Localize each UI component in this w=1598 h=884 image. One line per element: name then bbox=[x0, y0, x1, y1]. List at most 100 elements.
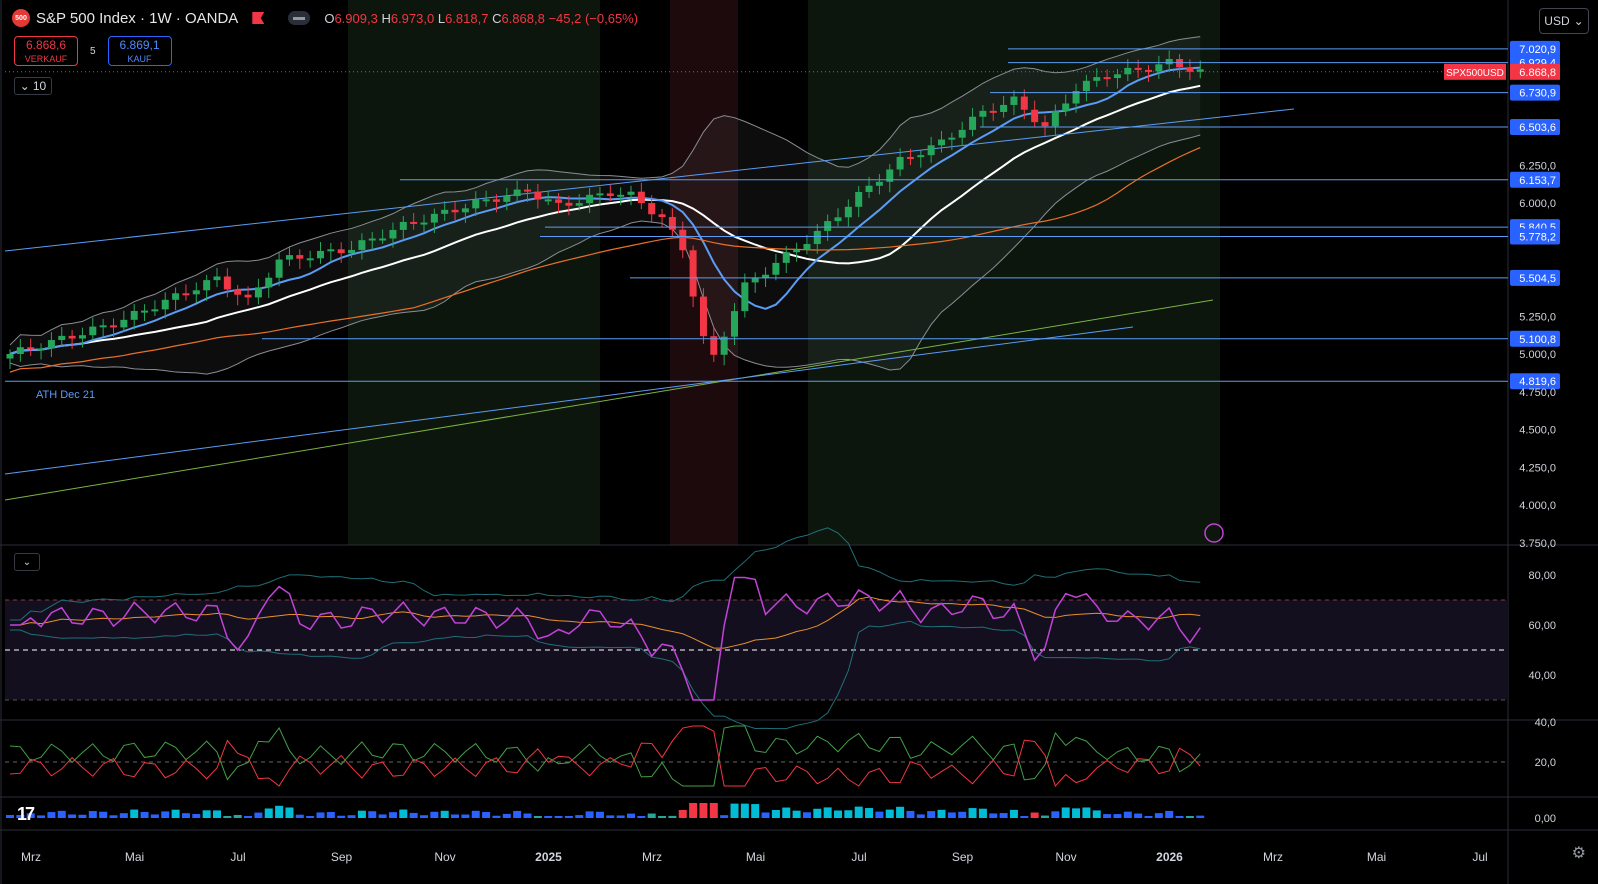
momentum-bar bbox=[927, 811, 936, 818]
candle-body bbox=[1113, 74, 1121, 79]
candle-body bbox=[306, 258, 314, 261]
price-axis-label: 6.000,0 bbox=[1519, 198, 1556, 210]
ema-fast-line bbox=[9, 66, 1201, 355]
sell-button[interactable]: 6.868,6 VERKAUF bbox=[14, 36, 78, 66]
candle-body bbox=[1031, 109, 1039, 123]
time-axis-label: Mai bbox=[746, 850, 765, 864]
candle-body bbox=[6, 354, 14, 359]
symbol-tag-text: SPX500USD bbox=[1446, 68, 1504, 79]
candle-body bbox=[348, 249, 356, 254]
rsi-line bbox=[10, 576, 1201, 701]
momentum-bar bbox=[513, 810, 522, 818]
momentum-bar bbox=[502, 813, 511, 818]
momentum-bar bbox=[1154, 813, 1163, 818]
time-axis-label: 2025 bbox=[535, 850, 562, 864]
momentum-bar bbox=[885, 809, 894, 818]
candle bbox=[141, 304, 149, 321]
rsi-axis-label: 60,00 bbox=[1528, 620, 1556, 632]
candle-body bbox=[575, 203, 583, 206]
candle-body bbox=[782, 252, 790, 263]
candle bbox=[1010, 90, 1018, 116]
candle-body bbox=[824, 221, 832, 231]
candle-body bbox=[47, 340, 55, 349]
candle bbox=[668, 208, 676, 237]
candle-body bbox=[58, 335, 66, 341]
momentum-bar bbox=[782, 807, 791, 818]
current-price-label: 6.868,8 bbox=[1519, 67, 1556, 79]
candle-body bbox=[461, 208, 469, 213]
currency-select[interactable]: USD ⌄ bbox=[1539, 8, 1589, 34]
candle bbox=[296, 249, 304, 270]
momentum-bar bbox=[896, 806, 905, 818]
momentum-bar bbox=[471, 810, 480, 818]
momentum-bar bbox=[130, 809, 139, 818]
momentum-bar bbox=[461, 814, 470, 818]
momentum-bar bbox=[109, 815, 118, 818]
candle-body bbox=[27, 347, 35, 350]
candle-body bbox=[223, 276, 231, 290]
gear-icon[interactable]: ⚙ bbox=[1571, 845, 1586, 862]
candle-body bbox=[1051, 111, 1059, 127]
momentum-bar bbox=[844, 810, 853, 818]
candle bbox=[492, 194, 500, 213]
price-level-tag bbox=[1510, 269, 1560, 286]
candle-body bbox=[151, 309, 159, 312]
candle bbox=[927, 136, 935, 163]
price-axis-label: 4.819,6 bbox=[1519, 376, 1556, 388]
momentum-bar bbox=[637, 816, 646, 818]
candle bbox=[689, 245, 697, 308]
candle bbox=[1020, 89, 1028, 120]
candle bbox=[451, 201, 459, 221]
momentum-bar bbox=[1185, 816, 1194, 818]
candle-body bbox=[285, 255, 293, 260]
candle bbox=[627, 185, 635, 206]
momentum-bar bbox=[264, 808, 273, 818]
candle-body bbox=[596, 193, 604, 196]
flag-icon[interactable] bbox=[252, 12, 265, 24]
candle-body bbox=[803, 244, 811, 250]
momentum-bar bbox=[1072, 808, 1081, 818]
momentum-bar bbox=[834, 810, 842, 818]
candle-body bbox=[834, 217, 842, 222]
candle-body bbox=[482, 199, 490, 202]
candle bbox=[399, 216, 407, 241]
buy-button[interactable]: 6.869,1 KAUF bbox=[107, 36, 172, 66]
candle-body bbox=[244, 294, 252, 298]
candle bbox=[275, 251, 283, 287]
candle bbox=[762, 267, 770, 288]
price-axis-label: 5.000,0 bbox=[1519, 349, 1556, 361]
pane-collapse-button[interactable]: ⌄ bbox=[14, 553, 40, 571]
price-axis-label: 7.020,9 bbox=[1519, 44, 1556, 56]
momentum-bar bbox=[275, 805, 284, 818]
candle bbox=[741, 273, 749, 318]
candle-body bbox=[1093, 77, 1101, 81]
indicator-collapse-button[interactable]: ⌄ 10 bbox=[14, 77, 52, 95]
candle bbox=[337, 242, 345, 263]
momentum-bar bbox=[326, 812, 335, 818]
candle-body bbox=[1103, 77, 1111, 80]
candle-body bbox=[1145, 69, 1152, 72]
candle bbox=[1103, 69, 1111, 87]
candle bbox=[782, 245, 790, 273]
momentum-bar bbox=[388, 812, 397, 818]
symbol-title[interactable]: S&P 500 Index · 1W · OANDA bbox=[36, 9, 239, 27]
candle-body bbox=[141, 310, 149, 313]
candle bbox=[917, 150, 925, 168]
candle-body bbox=[731, 311, 738, 337]
price-axis-label: 4.000,0 bbox=[1519, 500, 1556, 512]
visibility-toggle-icon[interactable] bbox=[288, 11, 311, 25]
momentum-bar bbox=[119, 813, 128, 818]
momentum-bar bbox=[854, 806, 863, 818]
candle bbox=[938, 130, 945, 153]
momentum-bar bbox=[1175, 815, 1184, 818]
chevron-down-icon: ⌄ bbox=[19, 79, 30, 93]
momentum-bar bbox=[875, 811, 884, 818]
candle bbox=[16, 338, 24, 362]
candle-body bbox=[1010, 96, 1018, 105]
momentum-bar bbox=[1061, 807, 1070, 818]
rsi-axis-label: 40,00 bbox=[1528, 670, 1556, 682]
candle-body bbox=[1020, 96, 1028, 110]
tradingview-logo-icon[interactable]: 17 bbox=[17, 804, 35, 824]
price-level-tag bbox=[1510, 330, 1560, 347]
